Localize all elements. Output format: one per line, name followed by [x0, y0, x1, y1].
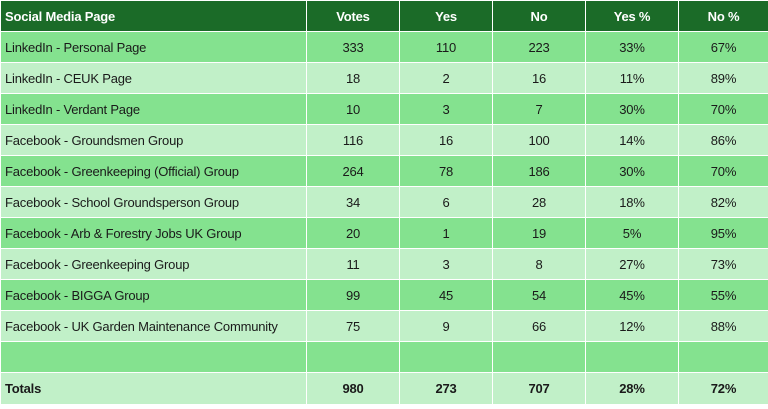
cell-yes: 1 — [399, 217, 493, 249]
totals-no: 707 — [492, 372, 586, 405]
cell-yes-pct: 11% — [585, 62, 679, 94]
cell-yes-pct: 18% — [585, 186, 679, 218]
blank-cell — [492, 341, 586, 373]
cell-no-pct: 89% — [678, 62, 768, 94]
cell-page: LinkedIn - Personal Page — [0, 31, 307, 63]
cell-yes-pct: 33% — [585, 31, 679, 63]
cell-yes: 2 — [399, 62, 493, 94]
cell-yes: 16 — [399, 124, 493, 156]
cell-no-pct: 95% — [678, 217, 768, 249]
blank-cell — [585, 341, 679, 373]
cell-no-pct: 55% — [678, 279, 768, 311]
header-social-media-page: Social Media Page — [0, 0, 307, 32]
cell-yes: 110 — [399, 31, 493, 63]
blank-row — [0, 341, 768, 373]
cell-no-pct: 82% — [678, 186, 768, 218]
cell-no-pct: 70% — [678, 93, 768, 125]
cell-page: Facebook - BIGGA Group — [0, 279, 307, 311]
blank-cell — [0, 341, 307, 373]
cell-no: 19 — [492, 217, 586, 249]
totals-no-pct: 72% — [678, 372, 768, 405]
cell-page: Facebook - Groundsmen Group — [0, 124, 307, 156]
header-no-pct: No % — [678, 0, 768, 32]
cell-page: LinkedIn - CEUK Page — [0, 62, 307, 94]
cell-no: 16 — [492, 62, 586, 94]
totals-votes: 980 — [306, 372, 400, 405]
cell-votes: 20 — [306, 217, 400, 249]
cell-no: 66 — [492, 310, 586, 342]
cell-yes: 3 — [399, 248, 493, 280]
cell-no: 186 — [492, 155, 586, 187]
cell-page: Facebook - Arb & Forestry Jobs UK Group — [0, 217, 307, 249]
cell-page: Facebook - School Groundsperson Group — [0, 186, 307, 218]
cell-no: 100 — [492, 124, 586, 156]
table-row: LinkedIn - Verdant Page 10 3 7 30% 70% — [0, 93, 768, 125]
cell-votes: 11 — [306, 248, 400, 280]
cell-no-pct: 88% — [678, 310, 768, 342]
header-votes: Votes — [306, 0, 400, 32]
header-yes: Yes — [399, 0, 493, 32]
cell-yes-pct: 14% — [585, 124, 679, 156]
cell-votes: 333 — [306, 31, 400, 63]
cell-yes: 45 — [399, 279, 493, 311]
cell-votes: 264 — [306, 155, 400, 187]
cell-no-pct: 86% — [678, 124, 768, 156]
cell-votes: 34 — [306, 186, 400, 218]
cell-yes-pct: 30% — [585, 155, 679, 187]
cell-no: 54 — [492, 279, 586, 311]
cell-no-pct: 70% — [678, 155, 768, 187]
cell-votes: 99 — [306, 279, 400, 311]
totals-label: Totals — [0, 372, 307, 405]
blank-cell — [678, 341, 768, 373]
blank-cell — [399, 341, 493, 373]
header-row: Social Media Page Votes Yes No Yes % No … — [0, 0, 768, 32]
header-yes-pct: Yes % — [585, 0, 679, 32]
cell-page: LinkedIn - Verdant Page — [0, 93, 307, 125]
cell-page: Facebook - UK Garden Maintenance Communi… — [0, 310, 307, 342]
cell-no: 8 — [492, 248, 586, 280]
cell-yes: 9 — [399, 310, 493, 342]
cell-yes-pct: 27% — [585, 248, 679, 280]
table-row: Facebook - Greenkeeping Group 11 3 8 27%… — [0, 248, 768, 280]
cell-page: Facebook - Greenkeeping Group — [0, 248, 307, 280]
cell-page: Facebook - Greenkeeping (Official) Group — [0, 155, 307, 187]
cell-votes: 75 — [306, 310, 400, 342]
table-row: Facebook - School Groundsperson Group 34… — [0, 186, 768, 218]
cell-yes: 6 — [399, 186, 493, 218]
table-row: Facebook - UK Garden Maintenance Communi… — [0, 310, 768, 342]
cell-votes: 18 — [306, 62, 400, 94]
cell-no: 7 — [492, 93, 586, 125]
cell-yes: 78 — [399, 155, 493, 187]
cell-yes: 3 — [399, 93, 493, 125]
cell-no-pct: 67% — [678, 31, 768, 63]
totals-yes-pct: 28% — [585, 372, 679, 405]
table-row: Facebook - Greenkeeping (Official) Group… — [0, 155, 768, 187]
cell-no: 223 — [492, 31, 586, 63]
totals-row: Totals 980 273 707 28% 72% — [0, 372, 768, 405]
cell-yes-pct: 12% — [585, 310, 679, 342]
cell-yes-pct: 45% — [585, 279, 679, 311]
cell-yes-pct: 30% — [585, 93, 679, 125]
table-row: Facebook - BIGGA Group 99 45 54 45% 55% — [0, 279, 768, 311]
cell-votes: 116 — [306, 124, 400, 156]
cell-yes-pct: 5% — [585, 217, 679, 249]
cell-no: 28 — [492, 186, 586, 218]
table-row: LinkedIn - CEUK Page 18 2 16 11% 89% — [0, 62, 768, 94]
header-no: No — [492, 0, 586, 32]
cell-no-pct: 73% — [678, 248, 768, 280]
table-row: Facebook - Arb & Forestry Jobs UK Group … — [0, 217, 768, 249]
blank-cell — [306, 341, 400, 373]
totals-yes: 273 — [399, 372, 493, 405]
table-row: LinkedIn - Personal Page 333 110 223 33%… — [0, 31, 768, 63]
cell-votes: 10 — [306, 93, 400, 125]
table-row: Facebook - Groundsmen Group 116 16 100 1… — [0, 124, 768, 156]
